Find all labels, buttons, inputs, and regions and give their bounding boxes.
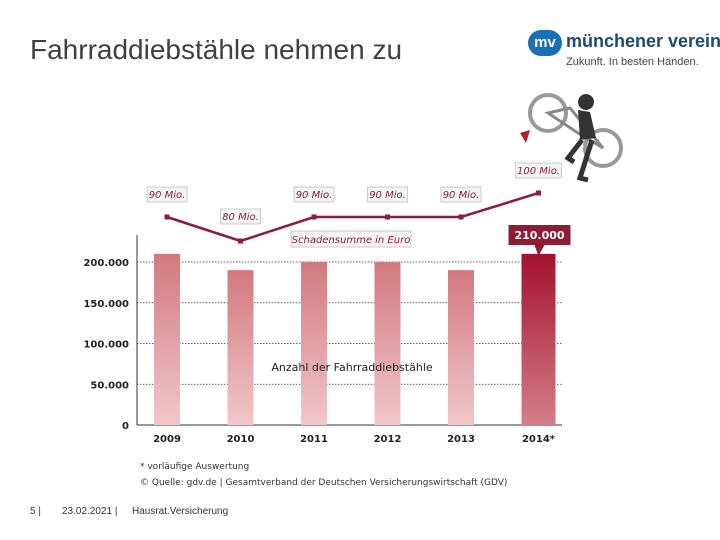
- source-note: © Quelle: gdv.de | Gesamtverband der Deu…: [140, 478, 508, 488]
- line-point-label: 90 Mio.: [443, 190, 480, 201]
- line-point: [458, 214, 464, 220]
- line-point: [536, 190, 541, 196]
- bike-thief-illustration: [520, 93, 623, 183]
- line-point: [238, 238, 243, 244]
- line-point-label: 100 Mio.: [517, 166, 560, 177]
- line-series-label: Schadensumme in Euro: [292, 235, 411, 246]
- line-point-label: 80 Mio.: [222, 212, 259, 223]
- line-point: [164, 214, 170, 220]
- bar-series-label: Anzahl der Fahrraddiebstähle: [271, 361, 433, 374]
- footer-date: 23.02.2021 |: [62, 506, 118, 517]
- x-tick-label: 2013: [447, 434, 475, 445]
- x-tick-label: 2009: [153, 434, 181, 445]
- x-tick-label: 2012: [374, 434, 402, 445]
- line-point: [311, 214, 317, 220]
- line-point-callout-box: [220, 208, 261, 225]
- bar: [521, 253, 556, 425]
- logo-tagline: Zukunft. In besten Händen.: [566, 56, 699, 68]
- y-tick-label: 0: [122, 421, 129, 432]
- bar: [374, 262, 401, 425]
- bar: [154, 253, 180, 425]
- footer-topic: Hausrat.Versicherung: [132, 506, 229, 517]
- highlight-callout-label: 210.000: [514, 229, 564, 242]
- line-point-callout-box: [515, 162, 562, 179]
- line-point-label: 90 Mio.: [369, 190, 406, 201]
- line-point-callout-box: [367, 186, 408, 203]
- line-point-callout-box: [293, 186, 335, 203]
- slide-title: Fahrraddiebstähle nehmen zu: [30, 34, 403, 65]
- line-point-callout-box: [146, 186, 188, 203]
- line-series-label-box: [290, 230, 412, 248]
- y-tick-label: 100.000: [83, 340, 129, 351]
- page-number: 5 |: [30, 506, 41, 517]
- y-tick-label: 50.000: [90, 380, 129, 391]
- line-point-label: 90 Mio.: [296, 190, 333, 201]
- bar: [448, 270, 474, 425]
- highlight-callout-pointer: [534, 245, 545, 256]
- logo-badge: mv: [528, 30, 562, 56]
- footnote: * vorläufige Auswertung: [140, 462, 250, 472]
- x-tick-label: 2014*: [522, 434, 556, 445]
- line-point-callout-box: [440, 186, 482, 203]
- highlight-callout-box: [508, 225, 571, 245]
- logo-name: münchener verein: [566, 31, 720, 51]
- y-tick-label: 200.000: [83, 258, 129, 269]
- x-tick-label: 2010: [227, 434, 255, 445]
- line-point: [385, 214, 390, 220]
- y-tick-label: 150.000: [83, 299, 129, 310]
- x-tick-label: 2011: [300, 434, 328, 445]
- line-series: [166, 191, 539, 243]
- bar: [227, 270, 254, 425]
- bar: [301, 262, 327, 425]
- line-point-label: 90 Mio.: [149, 190, 186, 201]
- company-logo: mv münchener verein Zukunft. In besten H…: [528, 30, 720, 74]
